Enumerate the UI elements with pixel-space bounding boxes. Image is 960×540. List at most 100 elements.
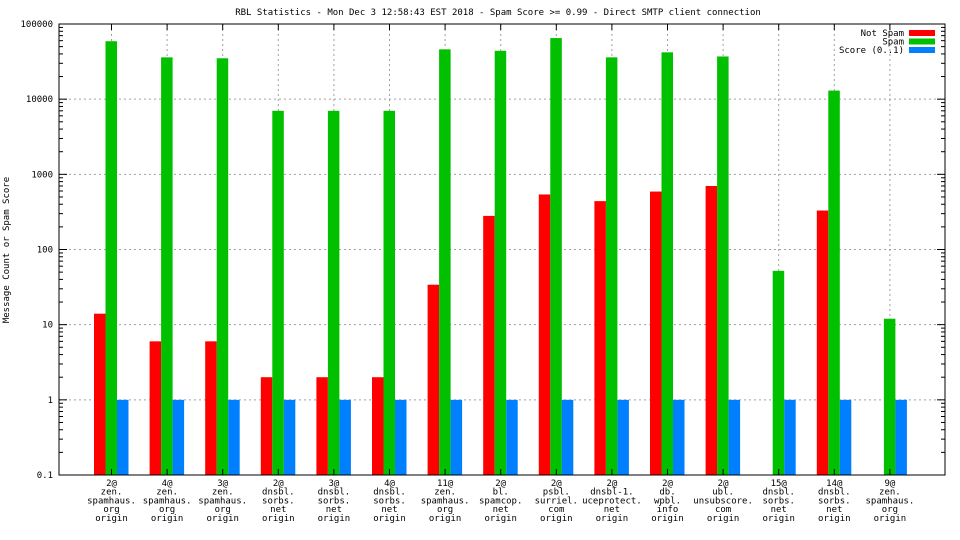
- x-tick-label: origin: [373, 514, 406, 524]
- x-tick-label: origin: [318, 514, 351, 524]
- x-tick-label: origin: [651, 514, 684, 524]
- x-tick-label: origin: [95, 514, 128, 524]
- x-tick-label: sorbs.: [373, 496, 406, 506]
- bars: [94, 38, 907, 476]
- x-tick-label: spamhaus.: [87, 496, 136, 506]
- x-tick-label: origin: [151, 514, 184, 524]
- x-tick-label: 2@: [551, 479, 562, 489]
- bar-score-0-1: [283, 399, 296, 475]
- legend-swatch: [909, 47, 935, 53]
- legend-label: Not Spam: [861, 29, 904, 39]
- bar-spam: [216, 58, 229, 476]
- x-tick-label: 14@: [826, 479, 843, 489]
- bar-spam: [717, 56, 729, 475]
- bar-score-0-1: [339, 399, 351, 475]
- x-tick-label: 2@: [495, 479, 506, 489]
- bar-score-0-1: [228, 399, 240, 475]
- x-tick-label: zen.: [156, 488, 178, 498]
- x-tick-label: dnsbl.: [318, 488, 351, 498]
- x-tick-label: db.: [659, 488, 675, 498]
- x-tick-label: sorbs.: [818, 496, 851, 506]
- bar-spam: [883, 318, 896, 475]
- x-tick-label: org: [159, 505, 175, 515]
- bar-score-0-1: [506, 399, 518, 475]
- x-tick-label: origin: [206, 514, 239, 524]
- legend-label: Score (0..1): [839, 46, 904, 56]
- x-tick-label: 2@: [106, 479, 117, 489]
- bar-score-0-1: [617, 399, 629, 475]
- x-tick-label: net: [270, 505, 286, 515]
- bar-not-spam: [149, 341, 162, 475]
- x-tick-label: dnsbl.: [762, 488, 795, 498]
- bar-score-0-1: [561, 399, 574, 475]
- x-tick-label: 2@: [718, 479, 729, 489]
- chart-title: RBL Statistics - Mon Dec 3 12:58:43 EST …: [235, 8, 761, 18]
- x-tick-label: info: [657, 505, 679, 515]
- bar-score-0-1: [395, 399, 407, 475]
- x-tick-label: surriel.: [535, 496, 578, 506]
- bar-not-spam: [427, 284, 440, 475]
- y-axis-label: Message Count or Spam Score: [2, 177, 12, 323]
- bar-spam: [772, 270, 785, 475]
- bar-not-spam: [94, 313, 106, 475]
- bar-score-0-1: [450, 399, 463, 475]
- x-tick-label: dnsbl-1.: [590, 488, 633, 498]
- x-tick-label: net: [326, 505, 342, 515]
- x-tick-label: org: [437, 505, 453, 515]
- bar-spam: [550, 38, 562, 475]
- x-tick-label: ubl.: [712, 488, 734, 498]
- bar-not-spam: [260, 377, 273, 475]
- x-tick-label: spamcop.: [479, 496, 522, 506]
- x-tick-label: sorbs.: [318, 496, 351, 506]
- bar-not-spam: [705, 185, 718, 475]
- y-ticks: 0.1 1 10 100 1000 10000 100000: [20, 20, 945, 481]
- x-tick-label: 9@: [884, 479, 895, 489]
- bar-score-0-1: [117, 399, 129, 475]
- bar-spam: [439, 49, 451, 476]
- bar-not-spam: [372, 377, 384, 475]
- bar-not-spam: [650, 191, 662, 475]
- bar-score-0-1: [172, 399, 185, 475]
- x-tick-label: wpbl.: [654, 496, 681, 506]
- x-tick-label: origin: [596, 514, 629, 524]
- bar-not-spam: [205, 341, 217, 475]
- bar-not-spam: [816, 210, 829, 476]
- x-tick-label: net: [604, 505, 620, 515]
- y-tick-label: 100: [37, 246, 53, 256]
- x-tick-label: origin: [874, 514, 907, 524]
- y-tick-label: 10: [42, 321, 53, 331]
- bar-not-spam: [316, 377, 328, 475]
- x-tick-label: origin: [707, 514, 740, 524]
- x-tick-label: sorbs.: [262, 496, 295, 506]
- x-tick-label: com: [715, 505, 731, 515]
- bar-spam: [383, 110, 395, 476]
- x-tick-label: dnsbl.: [818, 488, 851, 498]
- x-tick-label: net: [826, 505, 842, 515]
- x-tick-label: spamhaus.: [198, 496, 247, 506]
- x-tick-label: uceprotect.: [582, 496, 642, 506]
- x-tick-label: 11@: [437, 479, 454, 489]
- x-ticks: 2@zen.spamhaus.orgorigin4@zen.spamhaus.o…: [87, 24, 914, 524]
- x-tick-label: com: [548, 505, 564, 515]
- x-tick-label: dnsbl.: [262, 488, 295, 498]
- bar-spam: [327, 110, 340, 476]
- x-tick-label: 15@: [771, 479, 788, 489]
- y-tick-label: 1: [48, 396, 53, 406]
- bar-score-0-1: [839, 399, 852, 475]
- x-tick-label: spamhaus.: [143, 496, 192, 506]
- bar-not-spam: [538, 194, 551, 475]
- bar-spam: [105, 41, 117, 475]
- x-tick-label: 4@: [384, 479, 395, 489]
- x-tick-label: origin: [262, 514, 295, 524]
- bar-score-0-1: [895, 399, 907, 475]
- x-tick-label: 2@: [606, 479, 617, 489]
- x-tick-label: unsubscore.: [693, 496, 753, 506]
- y-tick-label: 0.1: [37, 471, 53, 481]
- x-tick-label: org: [215, 505, 231, 515]
- y-tick-label: 1000: [31, 170, 53, 180]
- x-tick-label: zen.: [101, 488, 123, 498]
- x-tick-label: zen.: [879, 488, 901, 498]
- x-tick-label: origin: [484, 514, 517, 524]
- bar-score-0-1: [728, 399, 741, 475]
